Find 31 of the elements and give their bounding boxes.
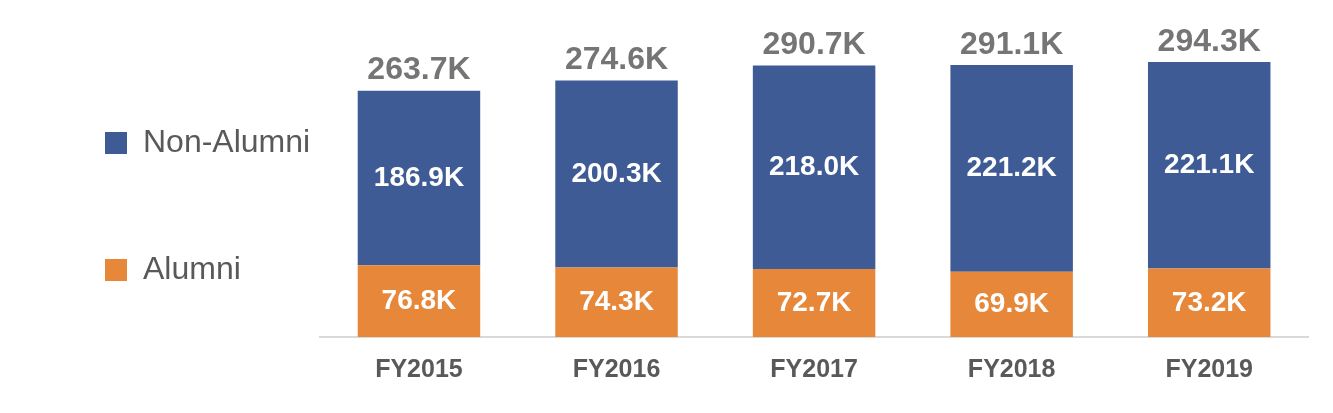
total-label: 274.6K (564, 40, 669, 77)
bar (1147, 268, 1271, 337)
data-label: 69.9K (974, 287, 1050, 319)
bar (1147, 62, 1271, 269)
x-tick-label: FY2017 (770, 353, 858, 382)
legend-label: Non-Alumni (143, 122, 311, 159)
data-label: 73.2K (1171, 285, 1247, 317)
data-label: 218.0K (768, 149, 860, 181)
bar (357, 90, 481, 266)
legend-label: Alumni (143, 249, 241, 286)
data-label: 72.7K (776, 285, 852, 317)
bar (555, 267, 678, 337)
bar (555, 80, 678, 268)
bar (752, 269, 876, 337)
total-label: 263.7K (367, 50, 471, 87)
x-tick-label: FY2015 (375, 353, 463, 382)
bar (357, 265, 481, 337)
data-label: 76.8K (381, 283, 457, 315)
total-label: 294.3K (1157, 21, 1261, 58)
data-label: 74.3K (579, 285, 654, 317)
data-label: 221.1K (1164, 148, 1255, 180)
x-tick-label: FY2016 (572, 353, 661, 382)
bar (752, 65, 876, 270)
data-label: 186.9K (373, 160, 465, 192)
bar (950, 65, 1073, 272)
total-label: 291.1K (960, 24, 1064, 61)
data-label: 200.3K (571, 156, 662, 188)
data-label: 221.2K (966, 151, 1057, 183)
x-tick-label: FY2018 (967, 353, 1056, 382)
total-label: 290.7K (762, 25, 866, 62)
x-tick-label: FY2019 (1165, 353, 1253, 382)
